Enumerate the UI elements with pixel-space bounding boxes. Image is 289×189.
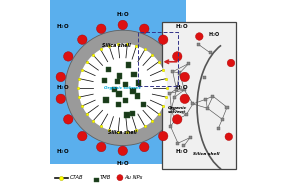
Bar xyxy=(221,118,224,121)
Text: H$_2$O: H$_2$O xyxy=(116,159,129,168)
Text: Silica shell: Silica shell xyxy=(108,130,137,135)
Bar xyxy=(102,78,108,83)
Text: Organic solvent: Organic solvent xyxy=(104,86,141,90)
Bar xyxy=(112,87,117,92)
Bar xyxy=(116,102,121,107)
Circle shape xyxy=(158,131,168,141)
Text: H$_2$O: H$_2$O xyxy=(56,22,70,31)
Bar xyxy=(206,107,209,110)
Text: H$_2$O: H$_2$O xyxy=(208,31,220,40)
Bar xyxy=(203,76,206,79)
Circle shape xyxy=(77,131,87,141)
Bar xyxy=(197,43,200,46)
Bar xyxy=(125,112,130,118)
Bar xyxy=(123,82,128,87)
Text: Silica shell: Silica shell xyxy=(102,43,131,48)
Bar xyxy=(130,111,135,116)
Circle shape xyxy=(180,94,190,104)
Bar xyxy=(103,97,109,103)
Circle shape xyxy=(158,35,168,44)
Circle shape xyxy=(140,24,149,33)
Circle shape xyxy=(56,72,66,82)
Bar xyxy=(170,107,173,110)
Bar xyxy=(50,0,186,164)
Bar xyxy=(115,79,120,84)
Circle shape xyxy=(117,175,123,181)
Circle shape xyxy=(97,142,106,152)
Bar xyxy=(105,67,111,72)
Bar xyxy=(183,88,186,91)
Circle shape xyxy=(140,142,149,152)
Bar xyxy=(182,144,186,147)
Bar xyxy=(178,71,181,74)
Bar xyxy=(225,106,229,109)
Circle shape xyxy=(78,43,167,132)
Bar xyxy=(177,142,179,145)
Text: Silica shell: Silica shell xyxy=(193,152,220,156)
Circle shape xyxy=(225,133,233,140)
Bar xyxy=(131,72,136,77)
Bar xyxy=(191,102,194,105)
Bar xyxy=(95,178,99,182)
Bar xyxy=(141,101,147,107)
Bar xyxy=(126,62,131,68)
Circle shape xyxy=(77,35,87,44)
Bar xyxy=(136,80,142,86)
Circle shape xyxy=(180,72,190,82)
Text: H$_2$O: H$_2$O xyxy=(116,10,129,19)
Bar xyxy=(173,119,176,122)
Bar xyxy=(130,88,136,94)
Bar xyxy=(117,73,122,79)
Circle shape xyxy=(227,59,235,67)
Bar xyxy=(138,32,177,86)
Bar xyxy=(212,95,214,98)
Text: H$_2$O: H$_2$O xyxy=(56,83,70,92)
Bar xyxy=(135,93,140,98)
Bar xyxy=(187,62,190,65)
Bar xyxy=(162,22,236,169)
Circle shape xyxy=(56,94,66,104)
Circle shape xyxy=(64,115,73,124)
Text: TMB: TMB xyxy=(100,175,112,180)
Bar xyxy=(188,136,192,139)
Bar xyxy=(175,88,178,91)
Text: Au NPs: Au NPs xyxy=(124,175,142,180)
Text: H$_2$O: H$_2$O xyxy=(56,147,70,156)
Circle shape xyxy=(64,52,73,61)
Circle shape xyxy=(118,20,127,30)
Circle shape xyxy=(118,146,127,156)
Circle shape xyxy=(173,115,182,124)
Bar xyxy=(209,51,212,54)
Bar xyxy=(116,91,122,97)
Bar xyxy=(217,127,220,130)
Circle shape xyxy=(173,52,182,61)
Text: CTAB: CTAB xyxy=(70,175,84,180)
Text: Organic
solvent: Organic solvent xyxy=(168,106,187,115)
Circle shape xyxy=(65,30,180,146)
Text: H$_2$O: H$_2$O xyxy=(175,147,189,156)
Bar xyxy=(173,96,176,99)
Text: H$_2$O: H$_2$O xyxy=(175,22,189,31)
Bar xyxy=(169,125,172,128)
Circle shape xyxy=(97,24,106,33)
Circle shape xyxy=(196,33,203,40)
Bar xyxy=(168,92,171,95)
Bar xyxy=(123,98,128,103)
Text: H$_2$O: H$_2$O xyxy=(175,83,189,92)
Bar xyxy=(204,98,207,101)
Bar xyxy=(185,113,188,116)
Bar xyxy=(171,70,174,73)
